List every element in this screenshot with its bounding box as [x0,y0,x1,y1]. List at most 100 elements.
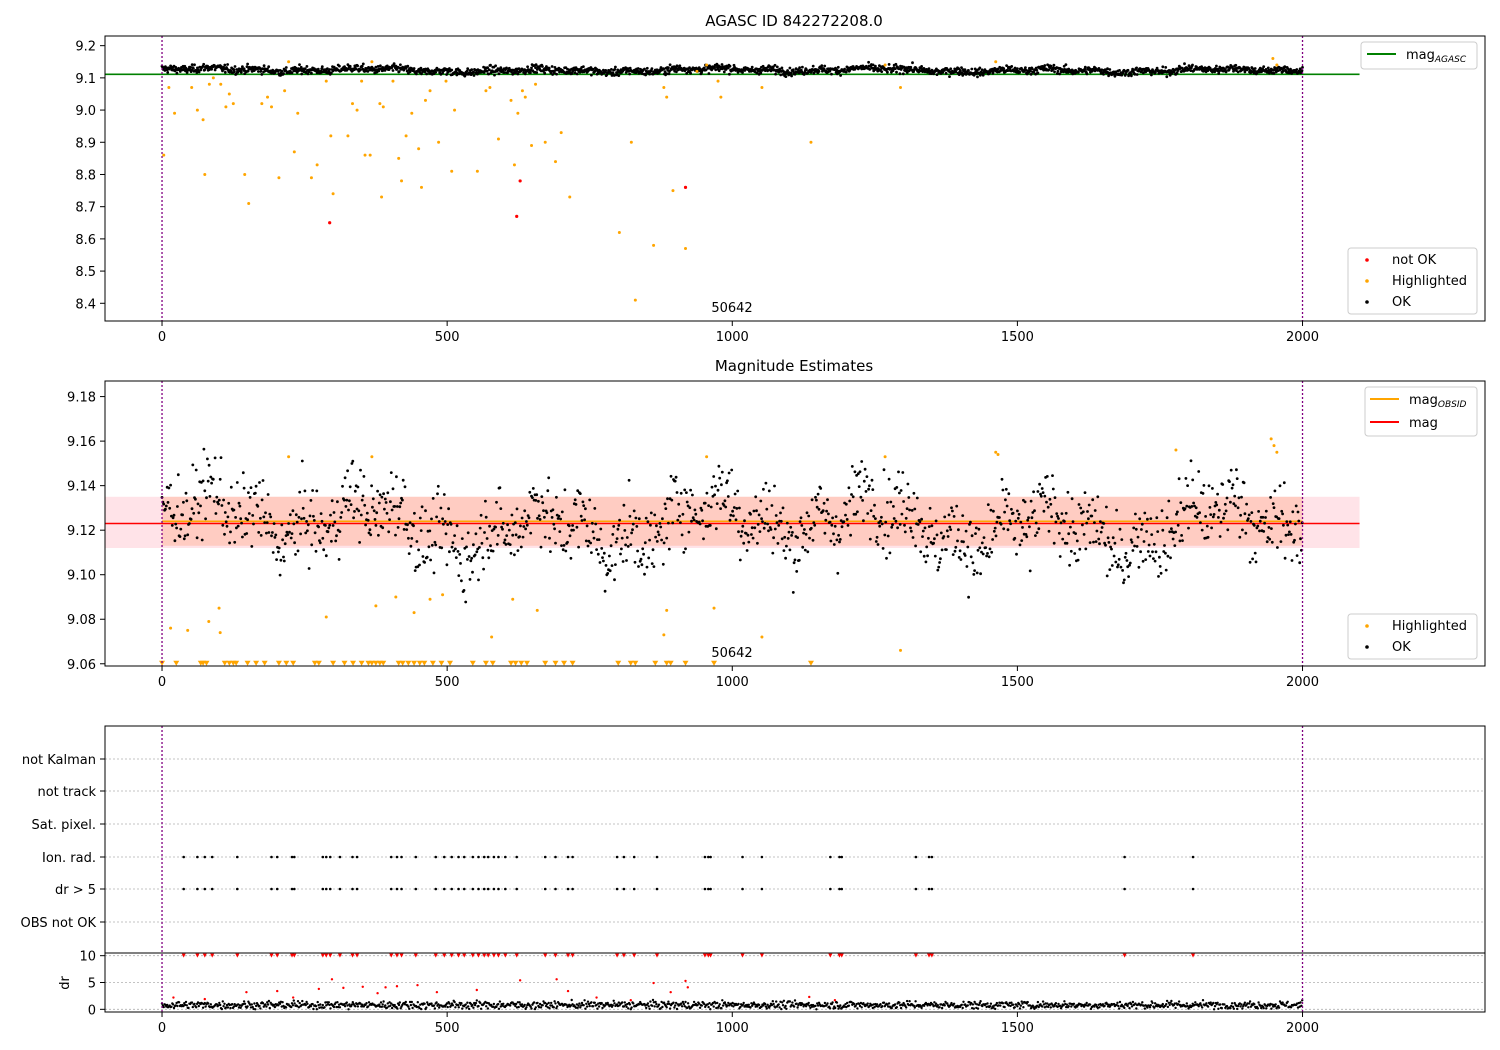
highlighted-below-axis-marker [552,660,559,666]
dr-point [630,1006,633,1009]
highlighted-point [378,102,382,106]
ok-point [588,498,592,502]
ok-point [223,532,226,536]
dr-point [1229,1006,1232,1010]
ok-point [772,536,775,540]
ok-point [613,578,616,582]
ok-point [850,465,854,468]
ok-point [1104,543,1107,547]
dr-point [681,1000,685,1004]
flag-event-point [471,855,475,859]
ok-point [974,532,977,535]
ok-point [1132,526,1136,530]
ok-point [596,552,600,556]
dr-point [627,1007,630,1010]
ok-point [1179,501,1183,504]
ok-point [1006,528,1010,532]
legend-not-ok: not OK [1392,253,1437,268]
ok-point [1264,516,1267,519]
ok-point [1238,535,1242,539]
ok-point [474,532,478,536]
ok-point [1173,544,1177,547]
dr-point [223,1002,226,1005]
ok-point [189,517,193,521]
ok-point [862,479,866,483]
ok-point [436,484,440,488]
dr-point [278,1002,282,1005]
ok-point [902,500,905,503]
ok-point [633,560,637,564]
ok-point [489,544,492,548]
highlighted-point [296,111,300,115]
dr-point [497,1002,500,1006]
ok-point [1295,554,1299,557]
flag-event-point [571,887,574,891]
ok-point [635,525,639,528]
ok-point [1161,528,1165,532]
ok-point [1267,526,1271,529]
ok-point [975,571,979,575]
ok-point [1152,542,1156,546]
highlighted-point [394,595,398,599]
ok-point [498,486,502,490]
ok-point [248,496,252,499]
dr-point [530,1007,533,1010]
dr-point [1243,1001,1247,1004]
dr-point [913,1006,916,1009]
ok-point [698,67,702,71]
ok-point [1252,524,1256,527]
y-tick-label: 8.9 [75,136,96,151]
highlighted-point [203,172,207,176]
ok-point [477,578,480,582]
highlighted-below-axis-marker [627,660,634,666]
ok-point [703,501,707,505]
x-tick-label: 1500 [1001,675,1034,690]
ok-point [690,519,693,523]
dr-point [425,1006,428,1009]
flag-event-point [504,855,507,859]
ok-point [832,543,836,546]
ok-point [1137,565,1141,569]
ok-point [728,72,731,76]
ok-point [260,73,264,76]
ok-point [682,551,686,554]
ok-point [740,530,744,533]
ok-point [652,565,656,568]
ok-point [1083,65,1087,69]
ok-point [1298,561,1302,565]
ok-point [1221,483,1225,486]
ok-point [1283,65,1287,69]
flag-event-point [351,887,354,891]
ok-point [594,522,598,526]
x-tick-label: 0 [158,675,166,690]
dr-point [464,1003,467,1006]
dr-point [858,1004,862,1008]
ok-point [233,65,237,68]
ok-point [1159,571,1163,575]
ok-point [956,539,959,543]
dr-point [1201,999,1205,1002]
ok-point [951,509,954,513]
ok-point [678,514,681,518]
highlighted-below-axis-marker [411,660,418,666]
ok-point [839,74,842,77]
ok-point [976,75,979,79]
ok-point [471,570,474,574]
ok-point [824,518,828,522]
flag-event-point [235,855,239,859]
ok-point [287,522,290,525]
ok-point [784,556,787,560]
dr-point [162,1005,165,1009]
ok-point [771,551,775,555]
dr-point [1070,1005,1073,1008]
not-ok-point [518,179,522,183]
ok-point [909,526,912,530]
ok-point [545,511,549,515]
highlighted-below-axis-marker [226,660,233,666]
dr-point [571,1003,574,1006]
dr-point [182,1004,185,1008]
dr-point [1260,1006,1263,1010]
ok-point [699,506,703,510]
highlighted-point [363,153,367,157]
dr-point [962,1000,965,1003]
